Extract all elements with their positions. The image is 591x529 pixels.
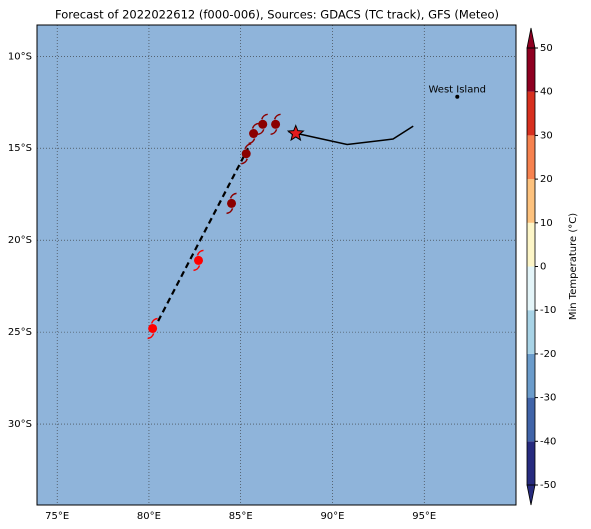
colorbar-tick-label: -40 bbox=[540, 436, 556, 447]
colorbar-band bbox=[527, 179, 535, 223]
y-tick-label: 25°S bbox=[8, 327, 32, 338]
y-tick-label: 10°S bbox=[8, 51, 32, 62]
cyclone-arm bbox=[270, 129, 278, 136]
cyclone-arm bbox=[273, 113, 281, 120]
y-tick-label: 20°S bbox=[8, 235, 32, 246]
colorbar-band bbox=[527, 397, 535, 442]
meteo-track bbox=[288, 125, 414, 146]
colorbar-label: Min Temperature (°C) bbox=[568, 213, 579, 320]
cyclone-arm bbox=[193, 265, 201, 272]
colorbar-tick-label: 40 bbox=[540, 87, 553, 98]
cyclone-arm bbox=[257, 129, 265, 136]
cyclone-symbol bbox=[147, 317, 158, 340]
colorbar-band bbox=[527, 441, 535, 485]
track-point bbox=[258, 119, 268, 129]
cyclone-symbol bbox=[257, 113, 268, 136]
cyclone-arm bbox=[244, 142, 252, 150]
track-point bbox=[194, 255, 204, 265]
place-label: West Island bbox=[429, 85, 487, 96]
track-point bbox=[241, 149, 251, 159]
track-point bbox=[227, 198, 237, 208]
x-tick-label: 80°E bbox=[137, 511, 161, 522]
colorbar-band bbox=[527, 135, 535, 180]
colorbar-band bbox=[527, 353, 535, 398]
cyclone-arm bbox=[261, 113, 268, 120]
track-point bbox=[271, 119, 281, 129]
colorbar-tick-label: -50 bbox=[540, 480, 556, 491]
x-tick-label: 95°E bbox=[412, 511, 436, 522]
forecast-track bbox=[157, 147, 250, 322]
cyclone-arm bbox=[226, 208, 234, 215]
chart-title: Forecast of 2022022612 (f000-006), Sourc… bbox=[55, 8, 499, 22]
cyclone-arm bbox=[229, 192, 237, 199]
colorbar-extend bbox=[526, 484, 536, 506]
y-tick-label: 30°S bbox=[8, 419, 32, 430]
track-point bbox=[148, 323, 158, 333]
colorbar-band bbox=[527, 91, 535, 136]
cyclone-arm bbox=[196, 249, 204, 256]
x-tick-label: 85°E bbox=[229, 511, 253, 522]
cyclone-arm bbox=[248, 138, 256, 145]
colorbar-tick-label: -20 bbox=[540, 349, 556, 360]
cyclone-symbol bbox=[226, 192, 237, 215]
colorbar-tick-label: -10 bbox=[540, 305, 556, 316]
cyclone-arm bbox=[147, 333, 155, 340]
colorbar-extend bbox=[526, 27, 536, 49]
colorbar-tick-label: -30 bbox=[540, 393, 556, 404]
cyclone-symbol bbox=[248, 122, 259, 145]
colorbar-tick-label: 10 bbox=[540, 218, 553, 229]
colorbar-band bbox=[527, 222, 535, 267]
track-point bbox=[249, 129, 259, 139]
x-tick-label: 90°E bbox=[320, 511, 344, 522]
y-tick-label: 15°S bbox=[8, 143, 32, 154]
colorbar-tick-label: 20 bbox=[540, 174, 553, 185]
cyclone-arm bbox=[150, 317, 158, 324]
ocean bbox=[37, 25, 516, 505]
cyclone-symbol bbox=[193, 249, 204, 272]
cyclone-arm bbox=[241, 158, 248, 165]
colorbar-band bbox=[527, 48, 535, 92]
colorbar-tick-label: 50 bbox=[540, 43, 553, 54]
colorbar-tick-label: 0 bbox=[540, 262, 546, 273]
map-frame bbox=[36, 24, 517, 506]
x-tick-label: 75°E bbox=[45, 511, 69, 522]
current-position-star bbox=[286, 124, 305, 142]
colorbar-tick-label: 30 bbox=[540, 130, 553, 141]
place-dot bbox=[455, 94, 460, 99]
colorbar-band bbox=[527, 266, 535, 311]
colorbar-band bbox=[527, 310, 535, 354]
cyclone-symbol bbox=[270, 113, 281, 136]
cyclone-symbol bbox=[241, 142, 252, 165]
